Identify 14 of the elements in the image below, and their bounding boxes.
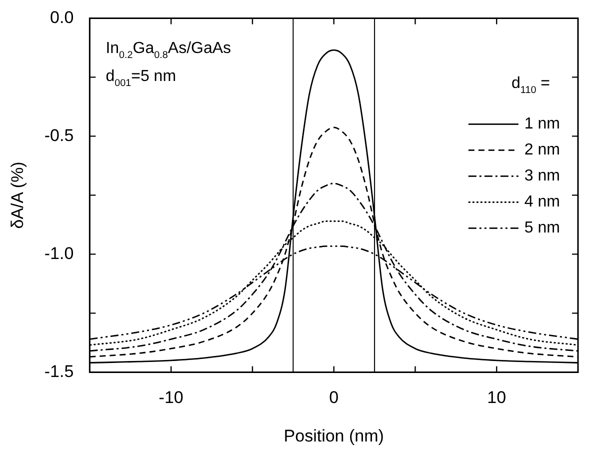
x-axis-title: Position (nm) [284, 426, 384, 446]
y-tick-label: 0.0 [50, 8, 74, 27]
legend-label: 2 nm [524, 142, 560, 159]
legend-label: 3 nm [524, 168, 560, 185]
legend-label: 4 nm [524, 194, 560, 211]
legend-label: 1 nm [524, 116, 560, 133]
y-tick-label: -1.0 [44, 244, 74, 263]
y-axis-title: δA/A (%) [8, 162, 27, 229]
y-tick-label: -1.5 [44, 362, 74, 381]
y-tick-label: -0.5 [44, 126, 74, 145]
x-tick-label: -10 [158, 388, 184, 408]
x-tick-label: 0 [329, 388, 339, 408]
x-tick-label: 10 [487, 388, 506, 408]
legend-label: 5 nm [524, 220, 560, 237]
